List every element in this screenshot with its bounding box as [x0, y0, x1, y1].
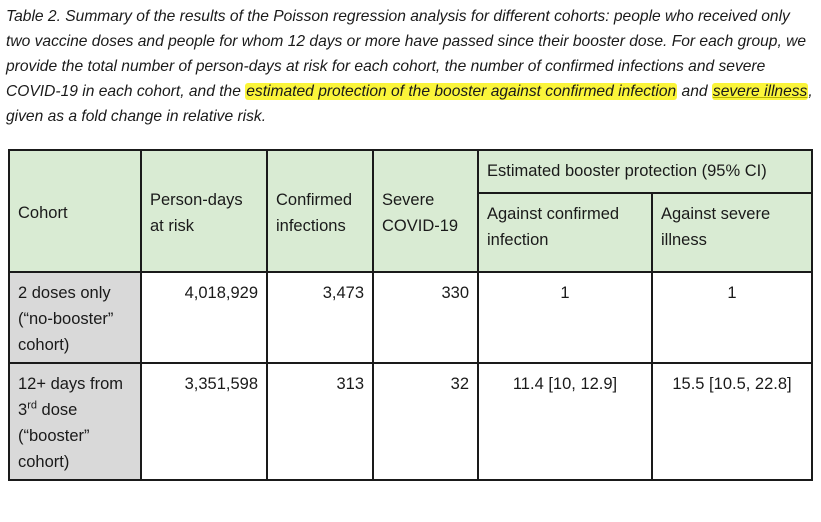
- table-caption: Table 2. Summary of the results of the P…: [6, 4, 814, 129]
- cell-confirmed: 313: [266, 362, 374, 481]
- table-row: 2 doses only (“no-booster” cohort) 4,018…: [8, 271, 813, 364]
- header-confirmed-infections: Confirmed infections: [266, 149, 374, 273]
- header-severe-covid: Severe COVID-19: [372, 149, 479, 273]
- caption-text-end: , given as a fold change in relative ris…: [6, 83, 813, 125]
- cell-against-severe: 1: [651, 271, 813, 364]
- header-cohort: Cohort: [8, 149, 142, 273]
- row-header-no-booster: 2 doses only (“no-booster” cohort): [8, 271, 142, 364]
- cell-severe: 330: [372, 271, 479, 364]
- header-row-bottom: Against confirmed infection Against seve…: [9, 192, 813, 273]
- cell-severe: 32: [372, 362, 479, 481]
- table-row: 12+ days from 3rd dose (“booster” cohort…: [8, 362, 813, 481]
- results-table: Cohort Person-days at risk Confirmed inf…: [8, 149, 813, 481]
- row-header-booster: 12+ days from 3rd dose (“booster” cohort…: [8, 362, 142, 481]
- cell-confirmed: 3,473: [266, 271, 374, 364]
- caption-highlight-severe: severe illness: [711, 83, 809, 100]
- caption-highlight-confirmed: estimated protection of the booster agai…: [245, 83, 678, 100]
- header-person-days: Person-days at risk: [140, 149, 268, 273]
- cell-against-severe: 15.5 [10.5, 22.8]: [651, 362, 813, 481]
- cell-person-days: 4,018,929: [140, 271, 268, 364]
- header-against-severe: Against severe illness: [651, 192, 813, 273]
- header-against-confirmed: Against confirmed infection: [477, 192, 653, 273]
- caption-text-and: and: [677, 83, 712, 100]
- header-booster-protection: Estimated booster protection (95% CI): [477, 149, 813, 194]
- cell-against-confirmed: 11.4 [10, 12.9]: [477, 362, 653, 481]
- cell-against-confirmed: 1: [477, 271, 653, 364]
- header-row-top: Cohort Person-days at risk Confirmed inf…: [8, 149, 813, 273]
- cohort-text-rest: dose (“booster” cohort): [18, 401, 90, 471]
- caption-text: Table 2. Summary of the results of the P…: [6, 8, 807, 100]
- ordinal-suffix: rd: [27, 399, 37, 412]
- cohort-text: 12+ days from 3: [18, 375, 124, 419]
- cell-person-days: 3,351,598: [140, 362, 268, 481]
